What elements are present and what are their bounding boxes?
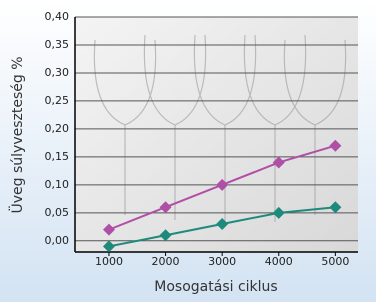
x-tick-label: 2000: [152, 255, 180, 268]
y-tick-label: 0,05: [45, 206, 70, 219]
x-tick-label: 5000: [321, 255, 349, 268]
y-tick-label: 0,40: [45, 10, 70, 23]
x-tick-label: 4000: [265, 255, 293, 268]
y-tick-label: 0,25: [45, 94, 70, 107]
x-axis-label: Mosogatási ciklus: [154, 279, 277, 295]
y-axis-label: Üveg súlyveszteség %: [8, 56, 26, 213]
x-tick-label: 1000: [95, 255, 123, 268]
y-tick-label: 0,15: [45, 150, 70, 163]
y-tick-label: 0,35: [45, 38, 70, 51]
y-tick-label: 0,20: [45, 122, 70, 135]
chart: Üveg súlyveszteség % Mosogatási ciklus 0…: [0, 0, 376, 302]
y-tick-label: 0,30: [45, 66, 70, 79]
y-tick-label: 0,00: [45, 234, 70, 247]
x-tick-label: 3000: [208, 255, 236, 268]
y-tick-label: 0,10: [45, 178, 70, 191]
